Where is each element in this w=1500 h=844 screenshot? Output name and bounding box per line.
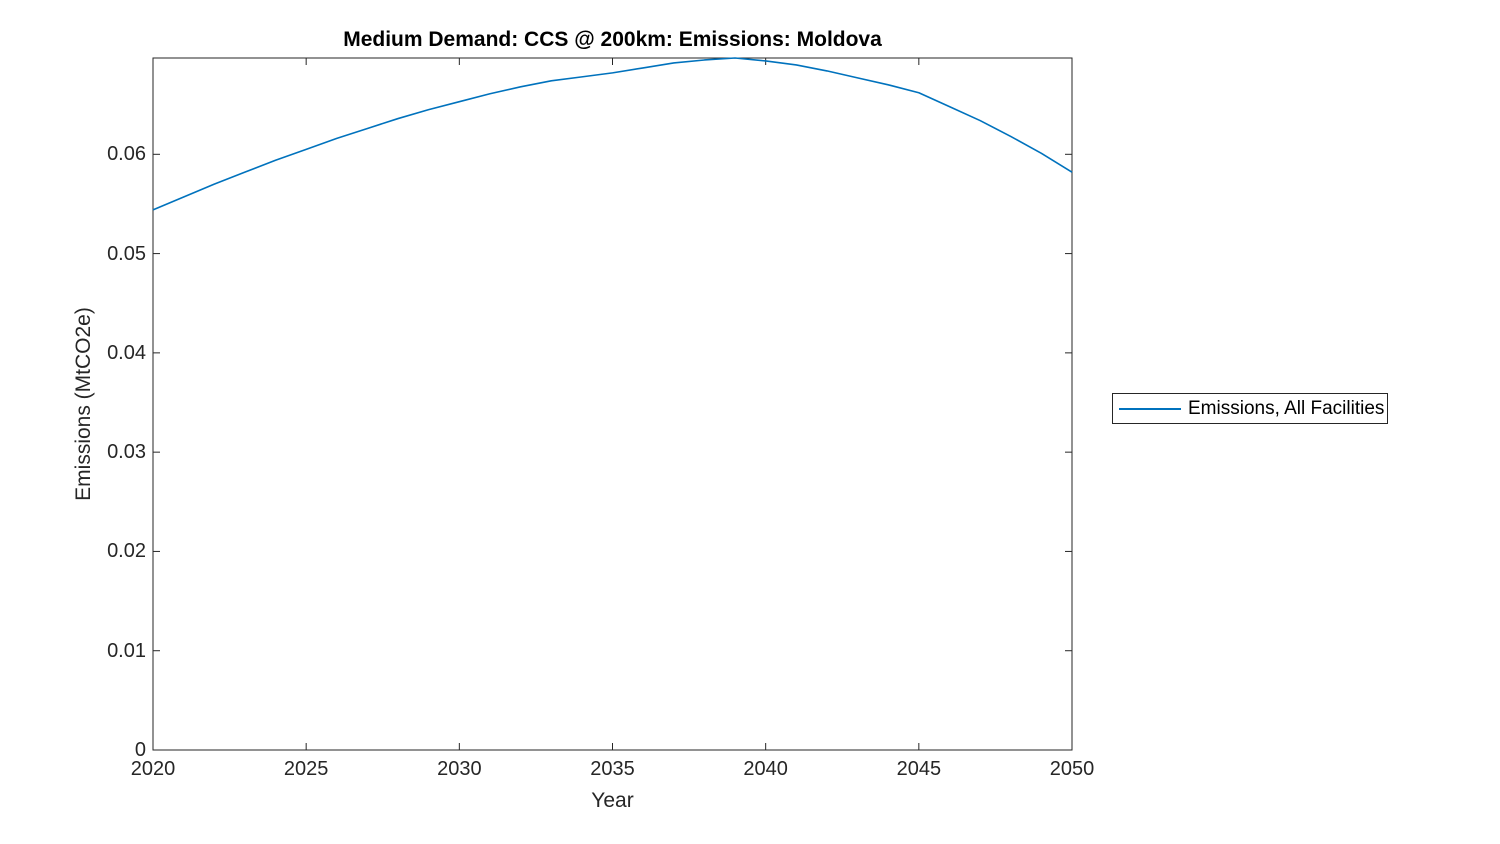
legend-line-sample-icon: [1119, 407, 1181, 410]
x-tick-label: 2045: [896, 758, 942, 780]
x-tick-label: 2020: [130, 758, 176, 780]
y-tick-label: 0.03: [107, 441, 146, 464]
x-tick-label: 2050: [1049, 758, 1095, 780]
chart-title: Medium Demand: CCS @ 200km: Emissions: M…: [343, 28, 882, 51]
x-tick-label: 2040: [743, 758, 788, 780]
x-axis-label: Year: [591, 789, 634, 812]
x-tick-label: 2025: [283, 758, 329, 780]
x-tick-label: 2035: [590, 758, 635, 780]
legend-box: Emissions, All Facilities: [1112, 393, 1388, 424]
x-tick-label: 2030: [437, 758, 482, 780]
y-tick-label: 0.01: [107, 639, 146, 662]
y-tick-label: 0.04: [107, 341, 146, 364]
series-line: [152, 57, 1073, 211]
y-tick-label: 0.02: [107, 540, 146, 563]
legend-entry-label: Emissions, All Facilities: [1188, 397, 1385, 419]
axes-box: [152, 57, 1073, 751]
y-tick-label: 0.05: [107, 242, 146, 265]
y-tick-label: 0: [134, 739, 146, 761]
y-tick-label: 0.06: [107, 143, 146, 166]
